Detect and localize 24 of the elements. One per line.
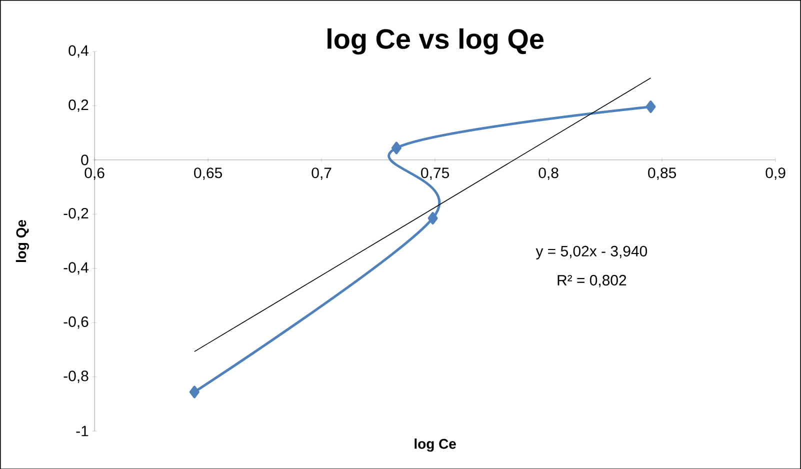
chart-title: log Ce vs log Qe — [328, 28, 544, 54]
x-tick-label: 0,7 — [312, 167, 332, 180]
x-tick-label: 0,9 — [766, 167, 786, 180]
y-tick-label: 0,2 — [68, 99, 88, 112]
point — [428, 212, 438, 224]
x-tick-label: 0,65 — [194, 167, 222, 180]
x-tick-label: 0,6 — [84, 167, 104, 180]
y-tick-label: 0,4 — [68, 45, 88, 58]
point — [646, 100, 656, 113]
point — [189, 385, 200, 398]
x-tick-label: 0,75 — [421, 167, 449, 180]
point — [391, 141, 402, 154]
x-tick-label: 0,8 — [538, 167, 558, 180]
y-tick-label: 0 — [81, 154, 88, 165]
y-tick-label: -1 — [76, 426, 88, 436]
x-axis-title: log Ce — [414, 438, 456, 452]
y-tick-label: -0,4 — [64, 262, 88, 274]
annotation: R² = 0,802 — [558, 274, 626, 288]
x-tick-label: 0,85 — [648, 167, 676, 180]
y-tick-label: -0,6 — [64, 316, 88, 329]
y-axis-title: log Qe — [16, 220, 29, 262]
y-tick-label: -0,2 — [64, 208, 88, 220]
y-tick-label: -0,8 — [64, 370, 88, 383]
annotation: y = 5,02x - 3,940 — [536, 246, 648, 260]
